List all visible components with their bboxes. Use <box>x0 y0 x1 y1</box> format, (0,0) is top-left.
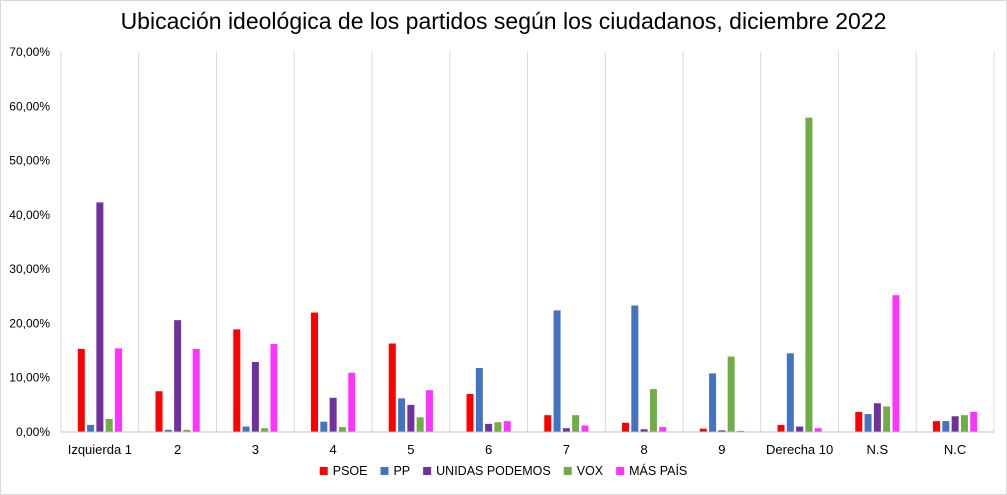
bar <box>320 421 328 432</box>
legend-swatch <box>563 467 572 475</box>
bar <box>503 421 511 432</box>
y-tick-label: 0,00% <box>16 425 50 439</box>
bar <box>164 429 172 432</box>
bar <box>622 422 630 432</box>
bar <box>572 415 580 432</box>
bar <box>192 348 200 432</box>
bar <box>270 344 278 432</box>
bar <box>242 426 250 432</box>
chart-title: Ubicación ideológica de los partidos seg… <box>120 8 887 34</box>
bar <box>338 427 346 432</box>
bar <box>155 391 163 432</box>
bar <box>261 428 269 432</box>
bar <box>311 312 319 432</box>
bar <box>485 423 493 432</box>
legend-swatch <box>423 467 432 475</box>
x-tick-label: 5 <box>407 442 414 457</box>
bar <box>736 430 744 432</box>
x-tick-label: 8 <box>641 442 648 457</box>
bar <box>933 421 941 432</box>
bar <box>805 117 813 432</box>
x-tick-label: Izquierda 1 <box>68 442 132 457</box>
legend-swatch <box>380 467 389 475</box>
bar <box>777 424 785 432</box>
bar <box>251 361 259 432</box>
bar <box>892 295 900 432</box>
x-tick-label: 2 <box>174 442 181 457</box>
bar <box>105 418 113 432</box>
x-tick-label: Derecha 10 <box>766 442 833 457</box>
bar <box>855 411 863 432</box>
x-tick-label: 6 <box>485 442 492 457</box>
y-tick-label: 50,00% <box>9 154 50 168</box>
bar <box>942 421 950 432</box>
x-tick-label: N.S <box>867 442 889 457</box>
bar <box>407 404 415 432</box>
bar <box>709 373 717 432</box>
bar <box>183 429 191 432</box>
legend-label: VOX <box>577 464 604 478</box>
bar <box>87 424 95 432</box>
legend-label: PP <box>393 464 410 478</box>
bar <box>649 389 657 432</box>
legend-swatch <box>319 467 328 475</box>
y-tick-label: 60,00% <box>9 99 50 113</box>
bar <box>466 394 474 432</box>
bar <box>581 425 589 432</box>
bar <box>718 430 726 432</box>
bar <box>864 414 872 432</box>
bar <box>329 397 337 432</box>
bar <box>727 356 735 432</box>
y-tick-label: 20,00% <box>9 316 50 330</box>
x-tick-label: 7 <box>563 442 570 457</box>
bar <box>960 415 968 432</box>
y-tick-label: 40,00% <box>9 208 50 222</box>
bar <box>96 202 104 432</box>
bar <box>416 417 424 432</box>
bar <box>494 422 502 432</box>
bar <box>174 320 182 432</box>
bar <box>786 353 794 432</box>
bar <box>553 310 561 432</box>
y-tick-label: 30,00% <box>9 262 50 276</box>
bar <box>425 390 433 432</box>
bar <box>562 428 570 432</box>
bar <box>970 411 978 432</box>
bar <box>233 329 241 432</box>
bar <box>114 348 122 432</box>
bar <box>640 429 648 432</box>
bar <box>883 406 891 432</box>
y-tick-label: 70,00% <box>9 45 50 59</box>
bar <box>951 416 959 432</box>
bar <box>699 428 707 432</box>
bar <box>659 427 667 432</box>
bar <box>544 415 552 432</box>
legend-label: UNIDAS PODEMOS <box>436 464 551 478</box>
x-tick-label: N.C <box>944 442 966 457</box>
bar <box>814 428 822 432</box>
bar <box>796 426 804 432</box>
bar <box>77 348 85 432</box>
bar <box>475 367 483 432</box>
bar <box>398 398 406 432</box>
bar <box>348 372 356 432</box>
x-tick-label: 9 <box>718 442 725 457</box>
x-tick-label: 4 <box>330 442 337 457</box>
x-tick-label: 3 <box>252 442 259 457</box>
legend-label: MÁS PAÍS <box>629 463 687 478</box>
bar <box>873 403 881 432</box>
y-tick-label: 10,00% <box>9 371 50 385</box>
bar <box>631 305 639 432</box>
legend-swatch <box>616 467 625 475</box>
legend-label: PSOE <box>333 464 368 478</box>
bar <box>388 343 396 432</box>
